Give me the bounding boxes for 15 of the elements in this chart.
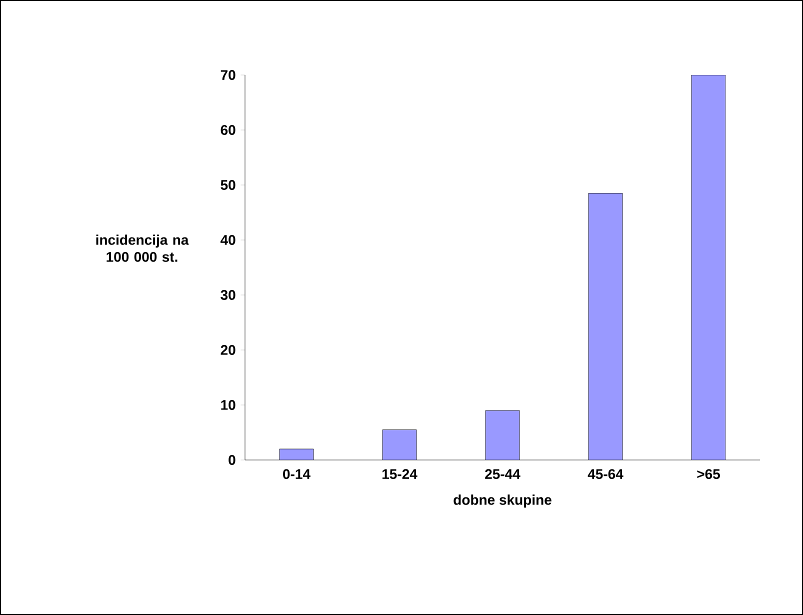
- x-tick-label: 45-64: [588, 469, 624, 480]
- y-tick-label: 60: [220, 125, 236, 135]
- y-tick-label: 40: [220, 235, 236, 245]
- x-tick-label: 0-14: [283, 469, 310, 480]
- y-tick-label: 50: [220, 180, 236, 190]
- y-tick-label: 0: [228, 455, 236, 465]
- x-axis-title: dobne skupine: [454, 494, 552, 508]
- x-tick-label: 25-44: [485, 469, 520, 480]
- x-tick-label: >65: [697, 469, 720, 480]
- y-tick-label: 30: [220, 290, 236, 300]
- y-axis-title: incidencija na 100 000 st.: [96, 234, 189, 262]
- y-tick-label: 20: [220, 345, 236, 355]
- y-tick-label: 70: [220, 70, 236, 80]
- y-tick-label: 10: [221, 400, 236, 410]
- x-tick-label: 15-24: [382, 469, 418, 480]
